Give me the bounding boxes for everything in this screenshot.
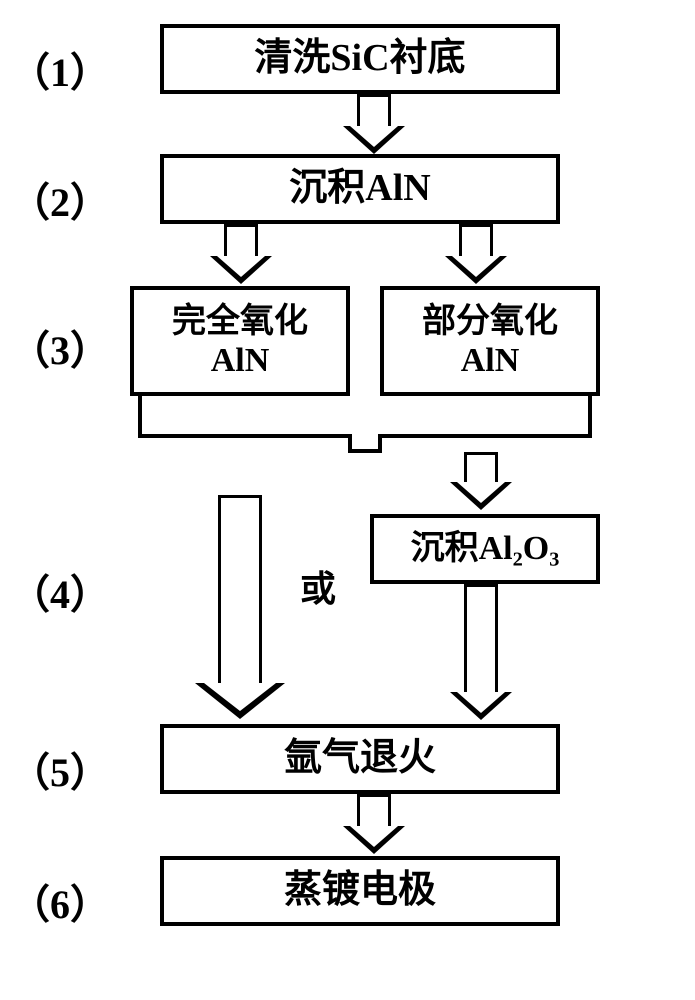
arrow-4-5	[450, 584, 512, 724]
step-4-text: 沉积Al₂O₃	[411, 529, 560, 568]
step-5-box: 氩气退火	[160, 724, 560, 794]
step-3-box-a: 完全氧化 AlN	[130, 286, 350, 396]
arrow-2-3-left	[210, 224, 272, 286]
step-2-text: 沉积AlN	[289, 167, 430, 211]
step-3-text-a: 完全氧化 AlN	[172, 302, 308, 380]
step-2-label: （2）	[10, 170, 110, 228]
arrow-bypass	[195, 495, 285, 720]
step-3-text-b: 部分氧化 AlN	[422, 302, 558, 380]
arrow-merge	[450, 452, 512, 514]
or-label: 或	[300, 560, 336, 612]
step-4-label: （4）	[10, 562, 110, 620]
step-1-label: （1）	[10, 40, 110, 98]
step-2-box: 沉积AlN	[160, 154, 560, 224]
step-3-box-b: 部分氧化 AlN	[380, 286, 600, 396]
arrow-1-2	[343, 94, 405, 154]
merge-bracket	[130, 396, 600, 476]
step-6-label: （6）	[10, 872, 110, 930]
step-6-text: 蒸镀电极	[284, 869, 436, 913]
step-1-text: 清洗SiC衬底	[254, 37, 465, 81]
step-6-box: 蒸镀电极	[160, 856, 560, 926]
step-4-box: 沉积Al₂O₃	[370, 514, 600, 584]
step-5-text: 氩气退火	[284, 737, 436, 781]
flowchart-canvas: （1） 清洗SiC衬底 （2） 沉积AlN （3） 完全氧化 AlN 部分氧化 …	[0, 0, 695, 1000]
arrow-2-3-right	[445, 224, 507, 286]
step-5-label: （5）	[10, 740, 110, 798]
step-3-label: （3）	[10, 318, 110, 376]
arrow-5-6	[343, 794, 405, 856]
step-1-box: 清洗SiC衬底	[160, 24, 560, 94]
